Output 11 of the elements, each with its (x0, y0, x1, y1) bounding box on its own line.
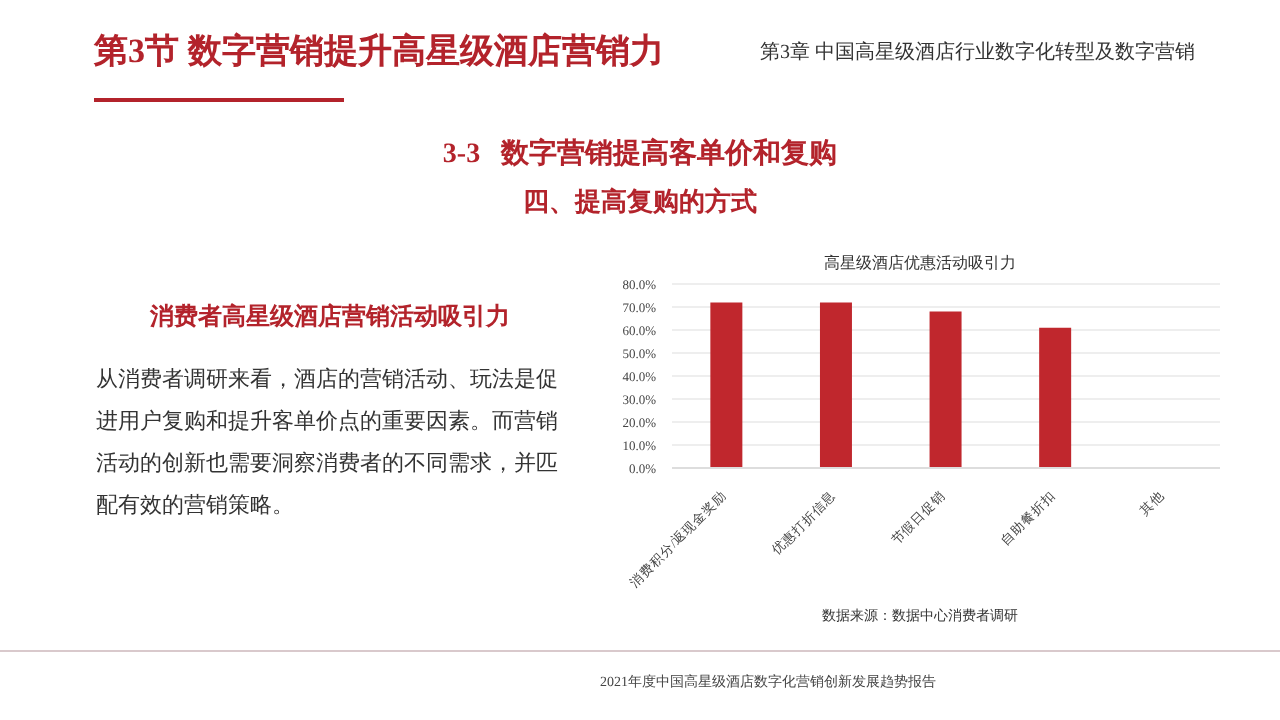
bar (929, 311, 962, 468)
text: 第3章 中国高星级酒店行业数字化转型及数字营销 (760, 39, 1195, 66)
chart-title: 高星级酒店优惠活动吸引力 (822, 252, 1018, 274)
text: 四、提高复购的方式 (521, 184, 759, 220)
bar (710, 302, 743, 468)
bar (819, 302, 852, 468)
text: 从消费者调研来看，酒店的营销活动、玩法是促进用户复购和提升客单价点的重要因素。而营销活动的创新也需要洞察消费者的不同需求，并匹配有效的营销策略。 (96, 365, 560, 522)
text: 消费者高星级酒店营销活动吸引力 (148, 300, 512, 334)
text: 第3节 数字营销提升高星级酒店营销力 (94, 30, 664, 74)
text: 3-3 数字营销提高客单价和复购 (440, 136, 840, 172)
bar (1039, 327, 1072, 468)
